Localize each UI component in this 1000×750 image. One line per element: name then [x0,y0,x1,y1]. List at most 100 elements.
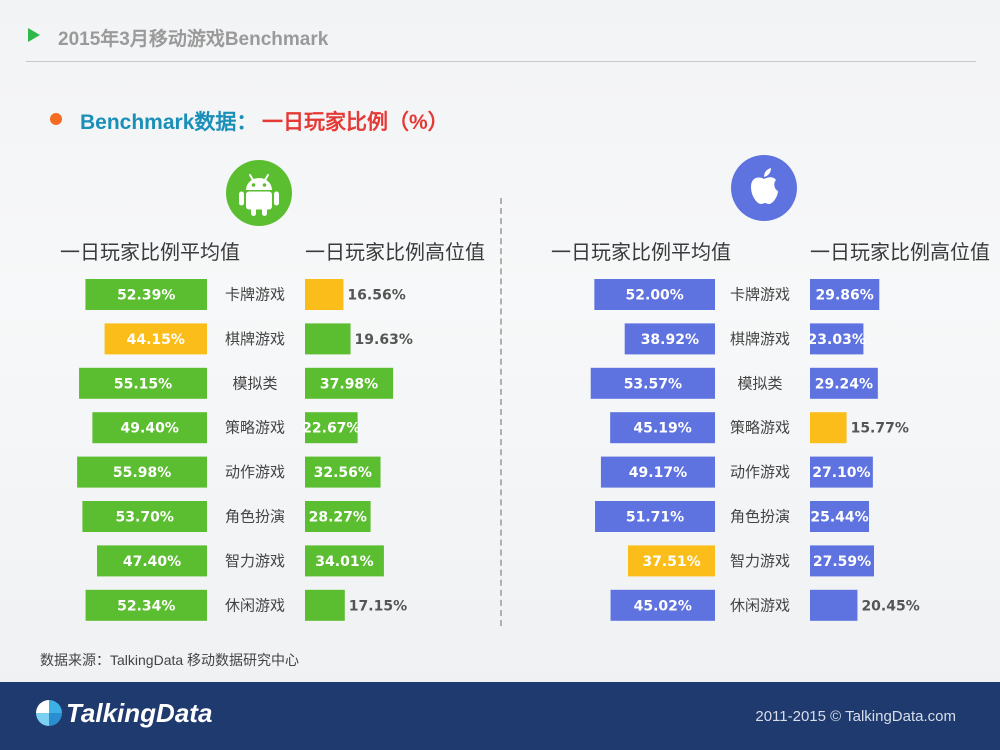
ios-avg-value: 52.00% [626,288,684,304]
ios-avg-bar [610,589,715,621]
footer-brand: TalkingData [66,698,213,728]
ios-high-value: 25.44% [810,510,868,526]
android-avg-bar [104,323,207,355]
android-high-bar [305,279,344,310]
android-avg-value: 49.40% [121,421,179,437]
android-category-label: 策略游戏 [225,419,285,437]
ios-high-value: 29.86% [815,288,873,304]
talkingdata-logo-icon [36,700,62,726]
ios-avg-bar [594,279,715,310]
ios-high-value: 29.24% [815,376,873,392]
android-avg-bar [85,279,207,310]
ios-avg-value: 49.17% [629,465,687,481]
header-divider [26,61,976,62]
ios-avg-bar [627,545,715,577]
ios-category-label: 休闲游戏 [730,596,790,614]
android-high-bar [305,367,394,399]
ios-category-label: 卡牌游戏 [730,286,790,304]
android-avg-heading: 一日玩家比例平均值 [60,242,240,264]
android-high-value: 34.01% [315,554,373,570]
ios-avg-value: 53.57% [624,376,682,392]
ios-high-heading: 一日玩家比例高位值 [810,242,990,264]
ios-category-label: 棋牌游戏 [730,330,790,348]
android-avg-bar [82,501,207,532]
android-icon [226,160,292,226]
android-avg-value: 55.98% [113,465,171,481]
data-source: 数据来源：TalkingData 移动数据研究中心 [40,652,300,668]
ios-avg-bar [600,456,715,488]
android-avg-bar [77,456,207,488]
android-high-bar [305,412,358,444]
android-high-value: 37.98% [320,376,378,392]
android-category-label: 休闲游戏 [225,596,285,614]
android-avg-bar [79,367,207,399]
android-category-label: 智力游戏 [225,552,285,570]
ios-avg-value: 51.71% [626,510,684,526]
ios-category-label: 策略游戏 [730,419,790,437]
android-high-value: 28.27% [309,510,367,526]
page-title: 2015年3月移动游戏Benchmark [58,29,329,50]
apple-icon [731,155,797,221]
android-avg-value: 44.15% [127,332,185,348]
ios-high-value: 20.45% [861,598,919,614]
footer-copyright: 2011-2015 © TalkingData.com [755,708,956,725]
android-avg-value: 52.34% [117,598,175,614]
android-high-bar [305,545,384,577]
platform-divider [500,198,502,626]
ios-avg-bar [624,323,715,355]
ios-high-bar [810,412,847,444]
footer-bar: TalkingData 2011-2015 © TalkingData.com [0,682,1000,750]
page-header: 2015年3月移动游戏Benchmark [0,0,1000,64]
ios-high-bar [810,589,858,621]
ios-avg-bar [610,412,715,444]
ios-category-label: 角色扮演 [730,508,790,526]
android-category-label: 卡牌游戏 [225,286,285,304]
android-avg-bar [85,589,207,621]
android-avg-value: 55.15% [114,376,172,392]
ios-avg-bar [595,501,715,532]
android-high-bar [305,589,345,621]
ios-avg-value: 38.92% [641,332,699,348]
play-triangle-icon [28,28,40,42]
ios-avg-bar [590,367,715,399]
ios-category-label: 动作游戏 [730,463,790,481]
android-high-value: 17.15% [349,598,407,614]
android-avg-value: 52.39% [117,288,175,304]
android-category-label: 模拟类 [232,374,277,392]
ios-high-bar [810,545,875,577]
subtitle-benchmark: Benchmark数据： [80,111,258,134]
ios-avg-value: 37.51% [642,554,700,570]
android-high-value: 22.67% [302,421,360,437]
android-high-heading: 一日玩家比例高位值 [305,242,485,264]
subtitle-metric: 一日玩家比例（%） [262,111,449,134]
ios-category-label: 模拟类 [737,374,782,392]
ios-avg-heading: 一日玩家比例平均值 [551,242,731,264]
bullet-dot-icon [50,113,62,125]
ios-high-value: 23.03% [808,332,866,348]
android-high-bar [305,501,371,532]
ios-category-label: 智力游戏 [730,552,790,570]
android-high-value: 16.56% [347,288,405,304]
android-avg-value: 47.40% [123,554,181,570]
android-high-value: 19.63% [355,332,413,348]
android-category-label: 动作游戏 [225,463,285,481]
ios-high-bar [810,456,873,488]
ios-high-value: 27.10% [812,465,870,481]
android-category-label: 角色扮演 [225,508,285,526]
ios-high-bar [810,367,878,399]
android-avg-bar [97,545,207,577]
ios-high-bar [810,501,870,532]
android-high-bar [305,456,381,488]
android-avg-value: 53.70% [116,510,174,526]
ios-high-bar [810,279,880,310]
android-category-label: 棋牌游戏 [225,330,285,348]
ios-avg-value: 45.19% [633,421,691,437]
android-avg-bar [92,412,207,444]
android-high-bar [305,323,351,355]
ios-high-value: 15.77% [851,421,909,437]
ios-high-bar [810,323,864,355]
ios-high-value: 27.59% [813,554,871,570]
ios-avg-value: 45.02% [634,598,692,614]
android-high-value: 32.56% [314,465,372,481]
